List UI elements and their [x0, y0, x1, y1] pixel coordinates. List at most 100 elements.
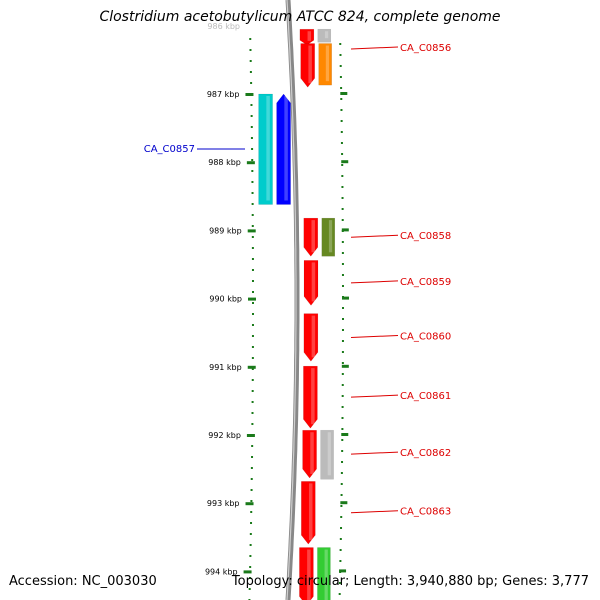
gene-shading	[325, 45, 330, 82]
minor-tick-left	[250, 115, 253, 117]
gene-label-ca_c0860: CA_C0860	[400, 331, 451, 342]
minor-tick-left	[250, 104, 253, 106]
minor-tick-left	[250, 126, 253, 128]
minor-tick-left	[250, 478, 253, 480]
minor-tick-right	[339, 560, 342, 562]
tick-label: 991 kbp	[209, 363, 242, 372]
genome-backbone-highlight	[286, 0, 297, 600]
leader-line	[350, 510, 399, 514]
minor-tick-left	[251, 456, 254, 458]
minor-tick-right	[340, 505, 343, 507]
minor-tick-right	[341, 219, 344, 221]
major-tick-right	[340, 501, 348, 505]
minor-tick-right	[341, 175, 344, 177]
topology-text: Topology: circular; Length: 3,940,880 bp…	[231, 574, 589, 589]
minor-tick-left	[249, 566, 252, 568]
gene-arrow	[299, 547, 314, 600]
map-title: Clostridium acetobutylicum ATCC 824, com…	[99, 9, 501, 25]
minor-tick-left	[249, 544, 252, 546]
leader-line	[350, 334, 399, 338]
minor-tick-right	[341, 439, 344, 441]
minor-tick-left	[249, 71, 252, 73]
minor-tick-left	[251, 159, 254, 161]
gene-shading	[311, 368, 315, 425]
minor-tick-right	[339, 549, 342, 551]
minor-tick-right	[341, 285, 344, 287]
minor-tick-right	[341, 318, 344, 320]
minor-tick-left	[250, 489, 253, 491]
minor-tick-right	[340, 516, 343, 518]
gene-arrow	[299, 28, 315, 46]
minor-tick-left	[250, 511, 253, 513]
major-tick-right	[339, 569, 347, 573]
minor-tick-left	[251, 313, 254, 315]
minor-tick-left	[251, 192, 254, 194]
minor-tick-right	[341, 406, 344, 408]
minor-tick-left	[251, 379, 254, 381]
minor-tick-left	[248, 577, 251, 579]
major-tick-right	[341, 228, 349, 232]
minor-tick-right	[341, 417, 344, 419]
leader-line	[350, 46, 399, 50]
gene-arrow	[317, 547, 331, 600]
gene-shading	[311, 262, 316, 302]
minor-tick-right	[341, 208, 344, 210]
gene-ca_c0858	[303, 217, 319, 257]
gene-shading	[307, 549, 311, 600]
gene-shading	[324, 549, 328, 600]
minor-tick-right	[340, 131, 343, 133]
minor-tick-right	[340, 142, 343, 144]
gene-shading	[310, 432, 314, 474]
gene-ca_c0862	[302, 429, 317, 479]
gene-label-ca_c0859: CA_C0859	[400, 277, 451, 288]
accession-text: Accession: NC_003030	[9, 574, 157, 589]
minor-tick-left	[251, 170, 254, 172]
minor-tick-right	[339, 43, 342, 45]
gene-ca_c0859	[303, 260, 319, 306]
major-tick-left	[245, 502, 254, 506]
gene-arrow	[320, 429, 334, 480]
major-tick-left	[247, 229, 256, 233]
minor-tick-right	[341, 373, 344, 375]
minor-tick-left	[251, 269, 254, 271]
genome-backbone	[285, 0, 300, 600]
minor-tick-left	[250, 82, 253, 84]
gene-label-ca_c0856: CA_C0856	[400, 43, 451, 54]
minor-tick-left	[251, 225, 254, 227]
minor-tick-right	[339, 54, 342, 56]
major-tick-right	[340, 92, 348, 95]
minor-tick-left	[251, 335, 254, 337]
minor-tick-left	[251, 280, 254, 282]
major-tick-left	[243, 570, 252, 574]
minor-tick-left	[249, 533, 252, 535]
tick-label-partial: 986 kbp	[207, 22, 240, 31]
minor-tick-left	[251, 236, 254, 238]
minor-tick-right	[340, 527, 343, 529]
minor-tick-right	[341, 197, 344, 199]
minor-tick-right	[339, 538, 342, 540]
gene-label-ca_c0863: CA_C0863	[400, 507, 451, 518]
minor-tick-left	[249, 60, 252, 62]
minor-tick-left	[250, 467, 253, 469]
minor-tick-right	[340, 87, 343, 89]
minor-tick-right	[341, 274, 344, 276]
major-tick-left	[245, 93, 254, 96]
minor-tick-right	[341, 428, 344, 430]
gene-shading	[327, 432, 331, 476]
major-tick-right	[341, 433, 349, 436]
leader-line	[350, 394, 399, 398]
minor-tick-right	[340, 120, 343, 122]
minor-tick-left	[251, 181, 254, 183]
minor-tick-right	[338, 582, 341, 584]
gene-label-ca_c0862: CA_C0862	[400, 448, 451, 459]
gene-shading	[311, 315, 316, 358]
minor-tick-right	[341, 329, 344, 331]
minor-tick-left	[251, 302, 254, 304]
minor-tick-right	[341, 384, 344, 386]
gene-ca_c0863	[301, 481, 316, 545]
leader-line	[350, 234, 399, 238]
minor-tick-right	[341, 307, 344, 309]
minor-tick-left	[250, 522, 253, 524]
tick-label: 993 kbp	[207, 499, 240, 508]
